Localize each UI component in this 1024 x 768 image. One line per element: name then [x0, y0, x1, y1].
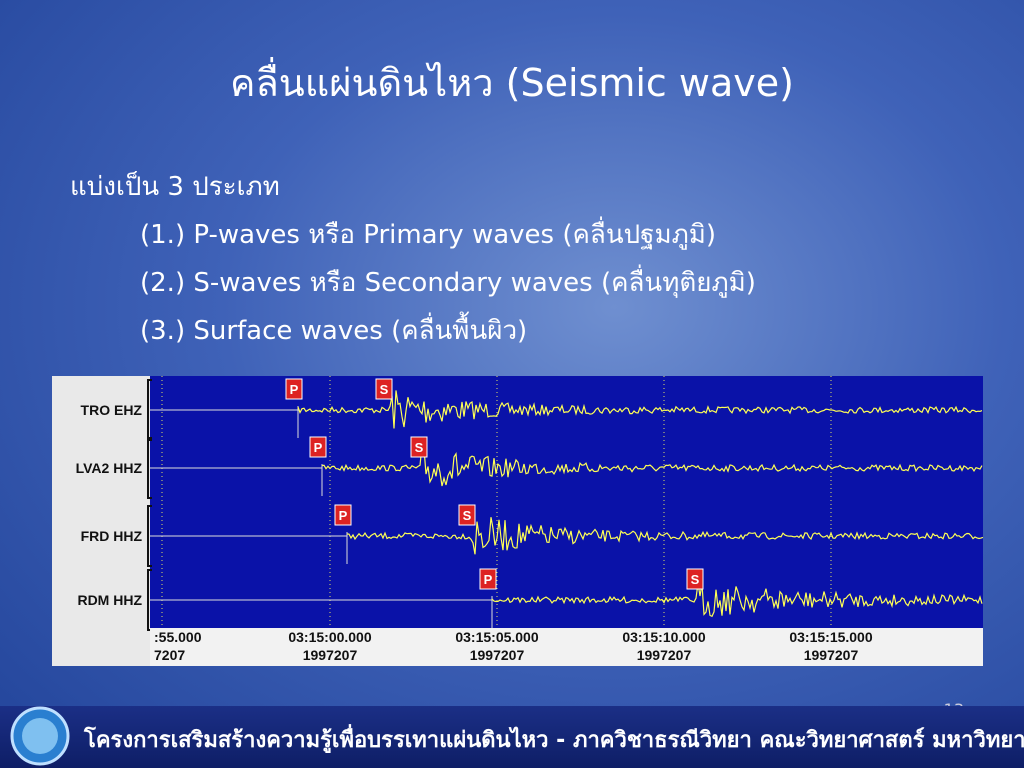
- intro: แบ่งเป็น 3 ประเภท: [70, 172, 280, 202]
- seismogram: TRO EHZ P S LVA2 HHZ P S FRD HHZ P S RDM HHZ P S :55…: [52, 376, 983, 666]
- station-label: LVA2 HHZ: [76, 460, 143, 476]
- day-label: 1997207: [804, 647, 859, 663]
- pick-label: P: [339, 508, 348, 523]
- time-axis: [150, 628, 983, 666]
- station-label: RDM HHZ: [77, 592, 142, 608]
- pick-label: S: [463, 508, 472, 523]
- pick-box: [375, 378, 393, 400]
- pick-label: P: [314, 440, 323, 455]
- list-item: (3.) Surface waves (คลื่นพื้นผิว): [140, 316, 528, 346]
- pick-box: [285, 378, 303, 400]
- waveform: [491, 583, 983, 618]
- day-label: 1997207: [637, 647, 692, 663]
- list-item: (1.) P-waves หรือ Primary waves (คลื่นปฐ…: [140, 220, 716, 250]
- pick-box: [410, 436, 428, 458]
- day-label: 1997207: [470, 647, 525, 663]
- pick-label: P: [484, 572, 493, 587]
- logo: [10, 706, 70, 766]
- list-item: (2.) S-waves หรือ Secondary waves (คลื่น…: [140, 268, 756, 298]
- pick-label: S: [380, 382, 389, 397]
- bracket: [147, 379, 152, 441]
- waveform: [346, 517, 983, 555]
- pick-box: [458, 504, 476, 526]
- pick-box: [334, 504, 352, 526]
- pick-box: [686, 568, 704, 590]
- time-label: :55.000: [154, 629, 202, 645]
- pick-label: P: [290, 382, 299, 397]
- day-label: 7207: [154, 647, 185, 663]
- bracket: [147, 505, 152, 567]
- footer-bar: โครงการเสริมสร้างความรู้เพื่อบรรเทาแผ่นด…: [0, 706, 1024, 768]
- waveform: [321, 443, 983, 487]
- bracket: [147, 437, 152, 499]
- time-label: 03:15:00.000: [288, 629, 372, 645]
- day-label: 1997207: [303, 647, 358, 663]
- pick-label: S: [691, 572, 700, 587]
- pick-box: [309, 436, 327, 458]
- station-label: FRD HHZ: [81, 528, 143, 544]
- time-label: 03:15:05.000: [455, 629, 539, 645]
- title: คลื่นแผ่นดินไหว (Seismic wave): [230, 61, 794, 105]
- plot-area: [150, 376, 983, 628]
- waveform: [297, 390, 983, 429]
- footer-text: โครงการเสริมสร้างความรู้เพื่อบรรเทาแผ่นด…: [84, 728, 1024, 753]
- pick-box: [479, 568, 497, 590]
- time-label: 03:15:10.000: [622, 629, 706, 645]
- time-label: 03:15:15.000: [789, 629, 873, 645]
- pick-label: S: [415, 440, 424, 455]
- station-label: TRO EHZ: [81, 402, 143, 418]
